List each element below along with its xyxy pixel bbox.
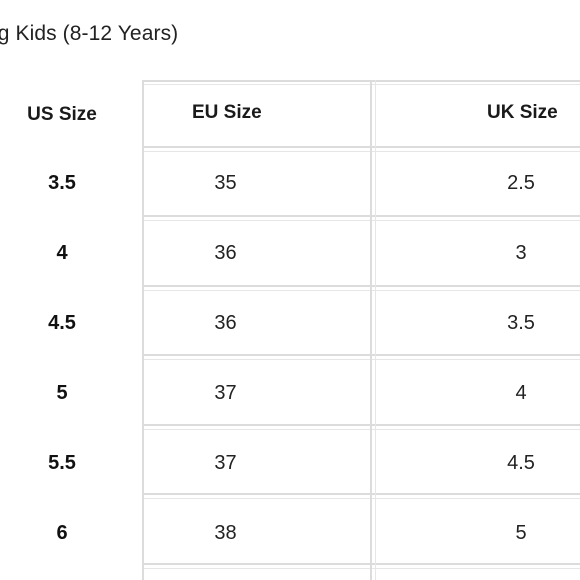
eu-size-cell: 36 — [214, 241, 237, 264]
eu-size-cell: 37 — [214, 381, 237, 404]
column-header-eu-size: EU Size — [192, 102, 262, 123]
grid-line — [142, 290, 580, 291]
us-size-cell: 4 — [56, 241, 68, 264]
grid-line-vertical — [142, 80, 144, 580]
grid-line-top — [142, 80, 580, 82]
table-row: 5 37 4 — [0, 358, 580, 428]
grid-line — [142, 424, 580, 426]
grid-line — [142, 493, 580, 495]
grid-line — [142, 146, 580, 148]
grid-line — [142, 568, 580, 569]
table-body: 3.5 35 2.5 4 36 3 4.5 36 3.5 5 37 4 5.5 … — [0, 148, 580, 568]
grid-line-vertical — [375, 80, 376, 580]
table-row: 6 38 5 — [0, 498, 580, 568]
grid-line-top-inner — [142, 84, 580, 85]
grid-line-vertical — [370, 80, 372, 580]
uk-size-cell: 3 — [515, 241, 527, 264]
eu-size-cell: 38 — [214, 521, 237, 544]
us-size-cell: 3.5 — [48, 171, 76, 194]
uk-size-cell: 4 — [515, 381, 527, 404]
us-size-cell: 6 — [56, 521, 68, 544]
column-header-uk-size: UK Size — [487, 102, 558, 123]
table-row: 5.5 37 4.5 — [0, 428, 580, 498]
grid-line — [142, 215, 580, 217]
grid-line — [142, 220, 580, 221]
table-row: 3.5 35 2.5 — [0, 148, 580, 218]
eu-size-cell: 35 — [214, 171, 237, 194]
grid-line — [142, 563, 580, 565]
grid-line — [142, 498, 580, 499]
us-size-cell: 5 — [56, 381, 68, 404]
eu-size-cell: 37 — [214, 451, 237, 474]
table-row: 4 36 3 — [0, 218, 580, 288]
us-size-cell: 4.5 — [48, 311, 76, 334]
table-header-row: US Size EU Size UK Size — [0, 80, 580, 148]
grid-line — [142, 429, 580, 430]
uk-size-cell: 2.5 — [507, 171, 535, 194]
table-title: ig Kids (8-12 Years) — [0, 22, 179, 45]
grid-line — [142, 354, 580, 356]
column-header-us-size: US Size — [27, 104, 97, 125]
table-row: 4.5 36 3.5 — [0, 288, 580, 358]
uk-size-cell: 5 — [515, 521, 527, 544]
uk-size-cell: 3.5 — [507, 311, 535, 334]
uk-size-cell: 4.5 — [507, 451, 535, 474]
grid-line — [142, 151, 580, 152]
eu-size-cell: 36 — [214, 311, 237, 334]
grid-line — [142, 285, 580, 287]
us-size-cell: 5.5 — [48, 451, 76, 474]
grid-line — [142, 359, 580, 360]
